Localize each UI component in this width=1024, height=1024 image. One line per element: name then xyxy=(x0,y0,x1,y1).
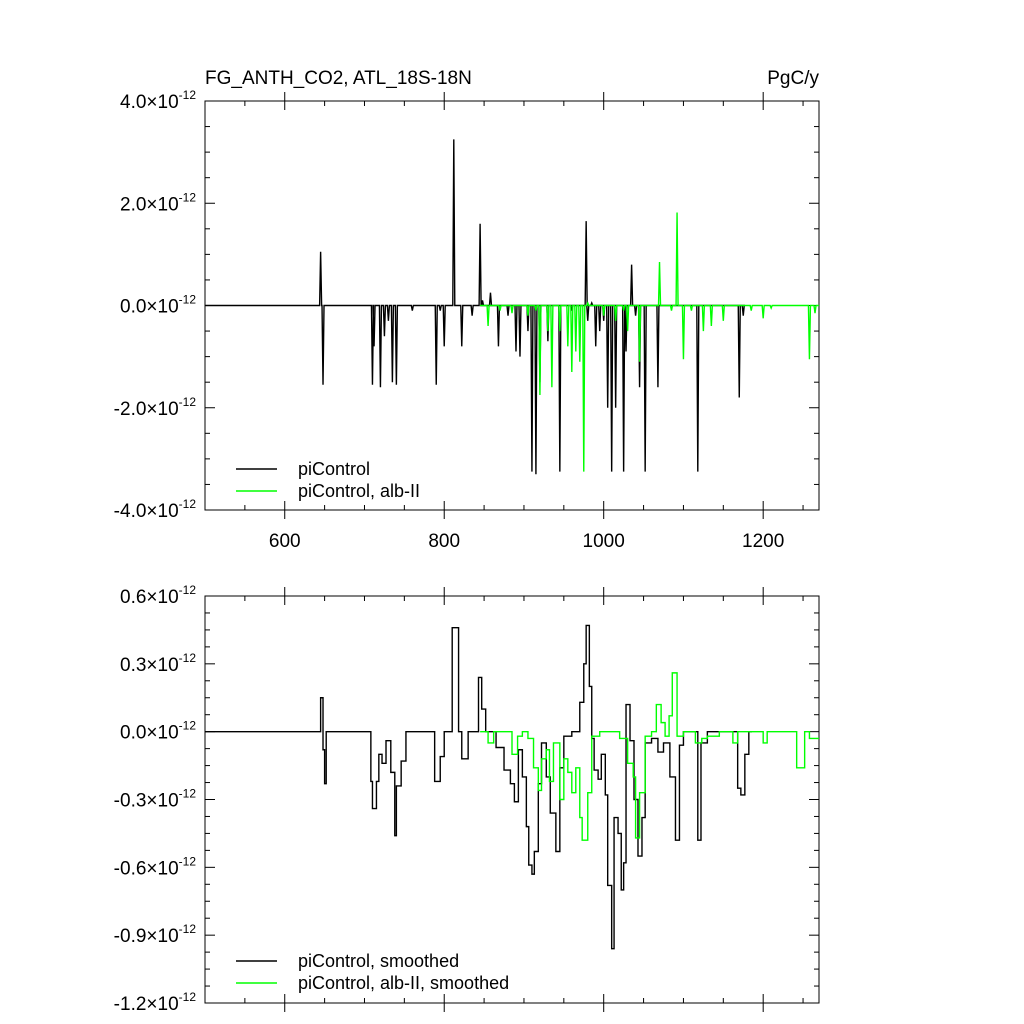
x-tick-label: 1200 xyxy=(742,531,784,552)
y-tick-label: -0.3×10-12 xyxy=(114,787,197,812)
panel-bottom: 0.6×10-12 0.3×10-12 0.0×10-12 -0.3×10-12 -0.… xyxy=(114,583,820,1015)
axes-bottom: 0.6×10-12 0.3×10-12 0.0×10-12 -0.3×10-12 -0.… xyxy=(114,583,819,1015)
legend-label-picontrol-alb-ii: piControl, alb-II xyxy=(298,481,420,501)
x-tick-label: 600 xyxy=(269,531,301,552)
series-line-picontrol-alb-ii-smoothed xyxy=(480,672,819,841)
x-tick-label: 1000 xyxy=(583,531,625,552)
plot-frame-bottom xyxy=(204,595,820,1004)
legend-label-picontrol: piControl xyxy=(298,459,370,479)
y-tick-label: -2.0×10-12 xyxy=(114,395,197,420)
panel-top: FG_ANTH_CO2, ATL_18S-18N PgC/y 600 800 100… xyxy=(114,68,820,552)
series-top xyxy=(205,139,819,475)
chart-title: FG_ANTH_CO2, ATL_18S-18N xyxy=(205,68,472,89)
legend-bottom: piControl, smoothed piControl, alb-II, s… xyxy=(236,951,509,993)
legend-label-picontrol-smoothed: piControl, smoothed xyxy=(298,951,459,971)
y-tick-label: 2.0×10-12 xyxy=(120,190,196,215)
chart-units: PgC/y xyxy=(767,68,819,89)
y-tick-label: -4.0×10-12 xyxy=(114,497,197,522)
y-tick-label: 0.3×10-12 xyxy=(120,651,196,676)
series-line-picontrol-smoothed xyxy=(205,624,753,950)
series-line-picontrol xyxy=(205,139,746,475)
axes-top: 600 800 1000 1200 4.0×10-12 2.0×10-12 0.0×10-1… xyxy=(114,88,819,552)
y-tick-label: 0.0×10-12 xyxy=(120,719,196,744)
y-tick-label: 0.6×10-12 xyxy=(120,583,196,608)
y-tick-label: -1.2×10-12 xyxy=(114,990,197,1015)
legend-top: piControl piControl, alb-II xyxy=(236,459,420,501)
series-line-picontrol-alb-ii xyxy=(480,212,819,472)
legend-label-picontrol-alb-ii-smoothed: piControl, alb-II, smoothed xyxy=(298,973,509,993)
series-bottom xyxy=(205,624,819,950)
y-tick-label: 0.0×10-12 xyxy=(120,293,196,318)
y-tick-label: -0.9×10-12 xyxy=(114,922,197,947)
y-tick-label: -0.6×10-12 xyxy=(114,854,197,879)
y-tick-label: 4.0×10-12 xyxy=(120,88,196,113)
x-tick-label: 800 xyxy=(428,531,460,552)
